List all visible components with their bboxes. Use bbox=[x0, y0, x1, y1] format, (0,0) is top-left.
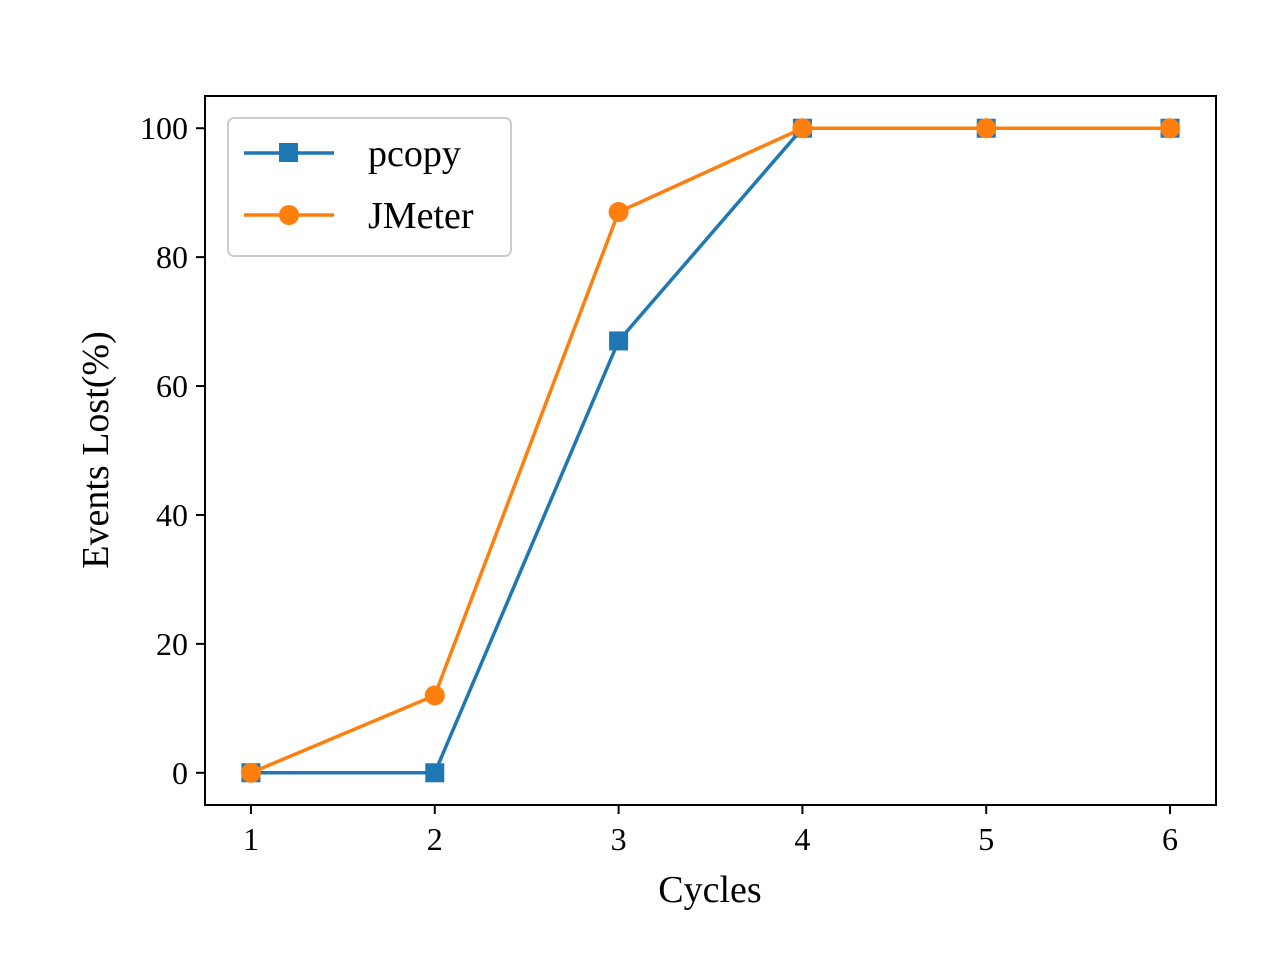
legend-marker-jmeter bbox=[279, 205, 299, 225]
x-tick-label: 5 bbox=[978, 821, 994, 857]
x-tick-label: 4 bbox=[794, 821, 810, 857]
data-point-jmeter bbox=[976, 118, 997, 139]
y-tick-label: 0 bbox=[172, 755, 188, 791]
data-point-jmeter bbox=[792, 118, 813, 139]
x-tick-label: 2 bbox=[427, 821, 443, 857]
x-axis-ticks: 1 2 3 4 5 6 bbox=[243, 805, 1178, 857]
plot-frame bbox=[204, 95, 1217, 806]
series-layer bbox=[240, 118, 1181, 783]
y-tick-label: 60 bbox=[156, 368, 188, 404]
x-tick-label: 3 bbox=[611, 821, 627, 857]
series-line-jmeter bbox=[250, 126, 1171, 775]
x-tick-label: 6 bbox=[1162, 821, 1178, 857]
legend-label-pcopy: pcopy bbox=[368, 133, 461, 175]
y-axis-ticks: 0 20 40 60 80 100 bbox=[140, 110, 205, 791]
y-tick-label: 40 bbox=[156, 497, 188, 533]
data-point-pcopy bbox=[609, 331, 629, 351]
data-point-jmeter bbox=[1160, 118, 1181, 139]
y-tick-label: 100 bbox=[140, 110, 188, 146]
y-axis-label: Events Lost(%) bbox=[75, 331, 117, 568]
data-point-jmeter bbox=[424, 685, 445, 706]
x-axis-label: Cycles bbox=[658, 869, 761, 911]
legend-label-jmeter: JMeter bbox=[368, 195, 474, 237]
data-point-jmeter bbox=[240, 762, 261, 783]
legend-marker-pcopy bbox=[279, 143, 298, 162]
legend: pcopy JMeter bbox=[227, 117, 512, 257]
y-tick-label: 20 bbox=[156, 626, 188, 662]
data-point-jmeter bbox=[608, 202, 629, 223]
data-point-pcopy bbox=[425, 763, 445, 783]
y-tick-label: 80 bbox=[156, 239, 188, 275]
x-tick-label: 1 bbox=[243, 821, 259, 857]
